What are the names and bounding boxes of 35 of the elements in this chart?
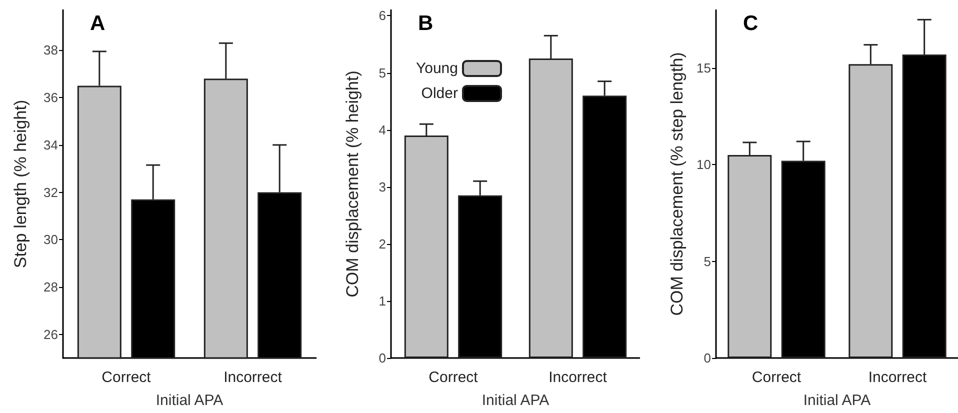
y-tick-label: 1 [378, 293, 386, 308]
y-tick-label: 26 [44, 326, 58, 342]
y-tick-label: 5 [704, 254, 711, 269]
y-tick-label: 5 [378, 65, 386, 80]
x-axis-title: Initial APA [803, 392, 871, 409]
y-axis-title: COM displacement (% step length) [668, 52, 687, 316]
y-tick-label: 28 [44, 279, 58, 294]
y-axis-title: Step length (% height) [11, 100, 30, 268]
y-tick-label: 4 [378, 122, 386, 138]
y-tick-label: 0 [704, 350, 711, 366]
y-tick-label: 38 [44, 42, 58, 58]
y-tick-label: 30 [44, 232, 58, 248]
x-axis-title: Initial APA [156, 392, 224, 409]
y-tick-label: 10 [696, 157, 711, 172]
x-tick-label: Correct [428, 369, 479, 386]
y-axis-title: COM displacement (% height) [343, 70, 362, 298]
y-tick-label: 6 [378, 8, 386, 24]
x-axis-title: Initial APA [482, 392, 550, 409]
y-tick-label: 0 [378, 350, 386, 366]
y-tick-label: 32 [44, 184, 58, 200]
chart-title: B [418, 12, 434, 35]
y-tick-label: 2 [378, 236, 386, 252]
chart-title: A [90, 12, 106, 35]
legend-label: Young [416, 60, 458, 77]
x-tick-label: Correct [102, 369, 152, 386]
y-tick-label: 34 [44, 137, 58, 152]
x-tick-label: Incorrect [868, 369, 928, 386]
y-tick-label: 15 [696, 60, 711, 76]
y-tick-label: 36 [44, 90, 58, 106]
x-tick-label: Incorrect [224, 369, 283, 386]
x-tick-label: Incorrect [548, 369, 608, 386]
y-tick-label: 3 [378, 179, 386, 194]
x-tick-label: Correct [752, 369, 802, 386]
legend-label: Older [421, 85, 458, 102]
chart-title: C [743, 12, 758, 35]
